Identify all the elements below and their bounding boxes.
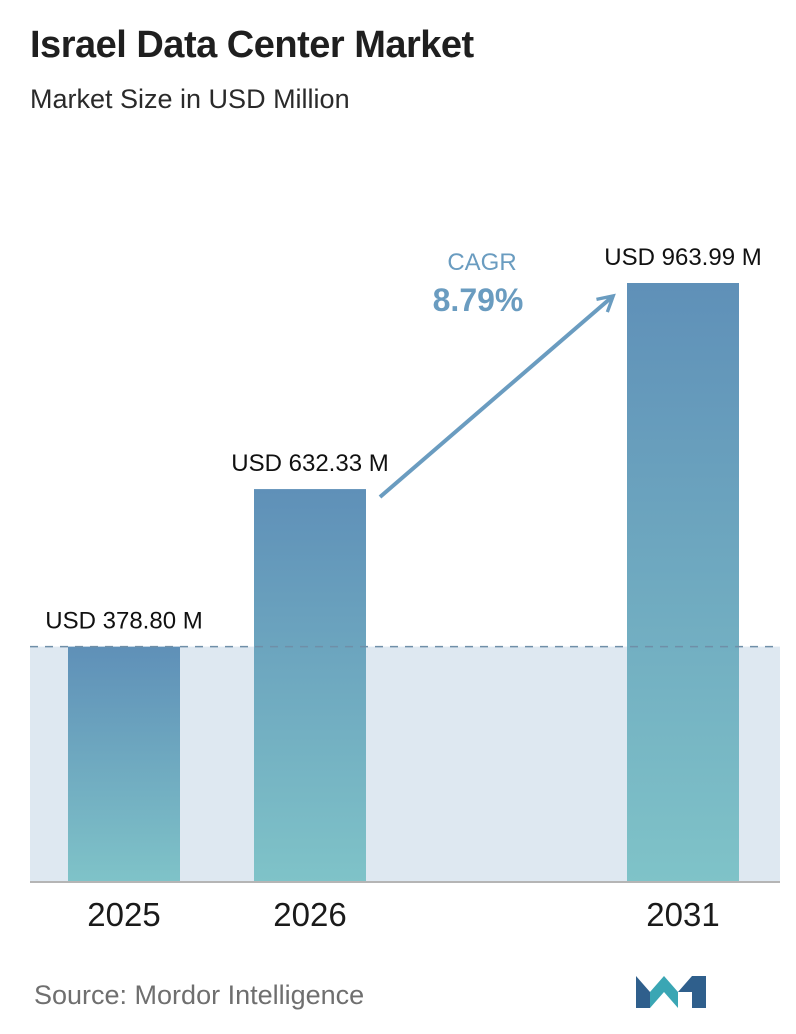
value-label-2026: USD 632.33 M [231, 450, 388, 477]
bar-2026 [254, 489, 366, 882]
cagr-label: CAGR [447, 249, 516, 276]
x-tick-2025: 2025 [87, 896, 160, 933]
value-label-2025: USD 378.80 M [45, 608, 202, 635]
bar-2031 [627, 283, 739, 882]
cagr-value: 8.79% [433, 282, 524, 318]
chart-title: Israel Data Center Market [30, 24, 474, 66]
x-tick-2031: 2031 [646, 896, 719, 933]
chart-subtitle: Market Size in USD Million [30, 84, 350, 114]
x-tick-2026: 2026 [273, 896, 346, 933]
mordor-intelligence-logo-icon [636, 976, 706, 1008]
value-label-2031: USD 963.99 M [604, 244, 761, 271]
source-text: Source: Mordor Intelligence [34, 980, 365, 1010]
bar-2025 [68, 646, 180, 882]
cagr-arrow [378, 297, 612, 499]
